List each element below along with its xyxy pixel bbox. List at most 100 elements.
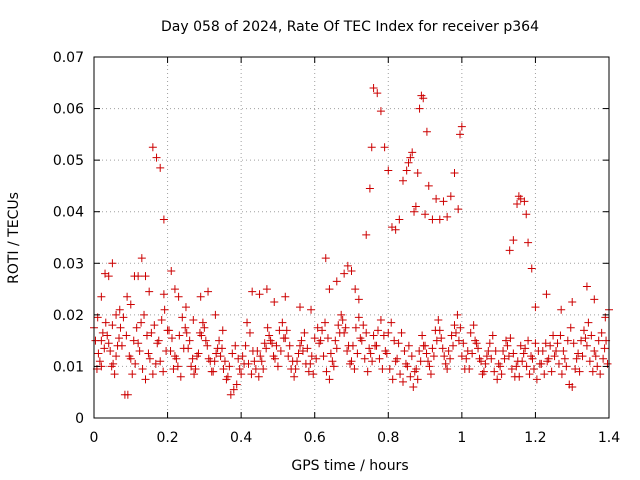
data-point bbox=[400, 346, 409, 355]
data-point bbox=[542, 290, 551, 299]
data-point bbox=[332, 344, 341, 353]
data-point bbox=[572, 354, 581, 363]
data-point bbox=[290, 372, 299, 381]
data-point bbox=[325, 285, 334, 294]
data-point bbox=[500, 354, 509, 363]
data-point bbox=[365, 184, 374, 193]
data-point bbox=[144, 349, 153, 358]
data-point bbox=[184, 344, 193, 353]
data-point bbox=[354, 313, 363, 322]
data-point bbox=[587, 331, 596, 340]
data-point bbox=[457, 122, 466, 131]
data-point bbox=[413, 375, 422, 384]
data-point bbox=[527, 264, 536, 273]
data-point bbox=[404, 341, 413, 350]
data-point bbox=[522, 210, 531, 219]
data-point bbox=[163, 326, 172, 335]
data-point bbox=[307, 305, 316, 314]
data-point bbox=[424, 181, 433, 190]
data-point bbox=[513, 357, 522, 366]
data-point bbox=[122, 331, 131, 340]
data-point bbox=[393, 354, 402, 363]
data-point bbox=[145, 287, 154, 296]
data-point bbox=[590, 295, 599, 304]
data-point bbox=[562, 362, 571, 371]
data-point bbox=[432, 336, 441, 345]
y-tick-label: 0 bbox=[75, 411, 84, 427]
data-point bbox=[401, 359, 410, 368]
data-point bbox=[360, 354, 369, 363]
data-point bbox=[422, 349, 431, 358]
data-point bbox=[108, 259, 117, 268]
data-point bbox=[366, 349, 375, 358]
data-point bbox=[532, 375, 541, 384]
data-point bbox=[446, 192, 455, 201]
data-point bbox=[359, 321, 368, 330]
data-point bbox=[395, 215, 404, 224]
data-point bbox=[103, 331, 112, 340]
data-point bbox=[591, 352, 600, 361]
data-point bbox=[384, 166, 393, 175]
data-point bbox=[439, 197, 448, 206]
data-point bbox=[219, 365, 228, 374]
data-point bbox=[248, 346, 257, 355]
data-point bbox=[568, 383, 577, 392]
data-point bbox=[410, 367, 419, 376]
x-tick-label: 0.6 bbox=[304, 430, 326, 446]
data-point bbox=[557, 370, 566, 379]
data-point bbox=[375, 354, 384, 363]
data-point bbox=[522, 362, 531, 371]
data-point bbox=[600, 344, 609, 353]
data-point bbox=[429, 352, 438, 361]
data-point bbox=[581, 334, 590, 343]
data-point bbox=[316, 336, 325, 345]
data-point bbox=[174, 292, 183, 301]
data-point bbox=[404, 158, 413, 167]
data-point bbox=[443, 365, 452, 374]
data-point bbox=[101, 318, 110, 327]
data-point bbox=[207, 367, 216, 376]
data-point bbox=[154, 336, 163, 345]
data-point bbox=[577, 336, 586, 345]
data-point bbox=[272, 341, 281, 350]
data-point bbox=[115, 305, 124, 314]
data-point bbox=[260, 339, 269, 348]
data-point bbox=[247, 370, 256, 379]
data-point bbox=[241, 341, 250, 350]
data-point bbox=[173, 362, 182, 371]
data-point bbox=[579, 326, 588, 335]
data-point bbox=[513, 199, 522, 208]
data-point bbox=[399, 377, 407, 386]
data-point bbox=[243, 318, 252, 327]
data-point bbox=[481, 359, 490, 368]
data-point bbox=[390, 336, 399, 345]
data-point bbox=[362, 328, 371, 337]
data-points bbox=[90, 83, 613, 399]
data-point bbox=[176, 372, 185, 381]
data-point bbox=[593, 362, 602, 371]
data-point bbox=[407, 352, 416, 361]
data-point bbox=[262, 285, 271, 294]
data-point bbox=[505, 246, 514, 255]
data-point bbox=[131, 359, 140, 368]
data-point bbox=[496, 362, 505, 371]
data-point bbox=[185, 336, 194, 345]
data-point bbox=[222, 375, 231, 384]
data-point bbox=[369, 331, 378, 340]
data-point bbox=[172, 354, 181, 363]
data-point bbox=[582, 341, 591, 350]
x-tick-label: 0.2 bbox=[156, 430, 178, 446]
data-point bbox=[499, 346, 508, 355]
data-point bbox=[396, 370, 405, 379]
data-point bbox=[257, 357, 266, 366]
data-point bbox=[204, 287, 213, 296]
data-point bbox=[319, 352, 328, 361]
data-point bbox=[91, 336, 100, 345]
data-point bbox=[338, 316, 347, 325]
data-point bbox=[125, 352, 134, 361]
data-point bbox=[263, 323, 272, 332]
data-point bbox=[225, 362, 234, 371]
data-point bbox=[568, 297, 577, 306]
data-point bbox=[332, 277, 341, 286]
